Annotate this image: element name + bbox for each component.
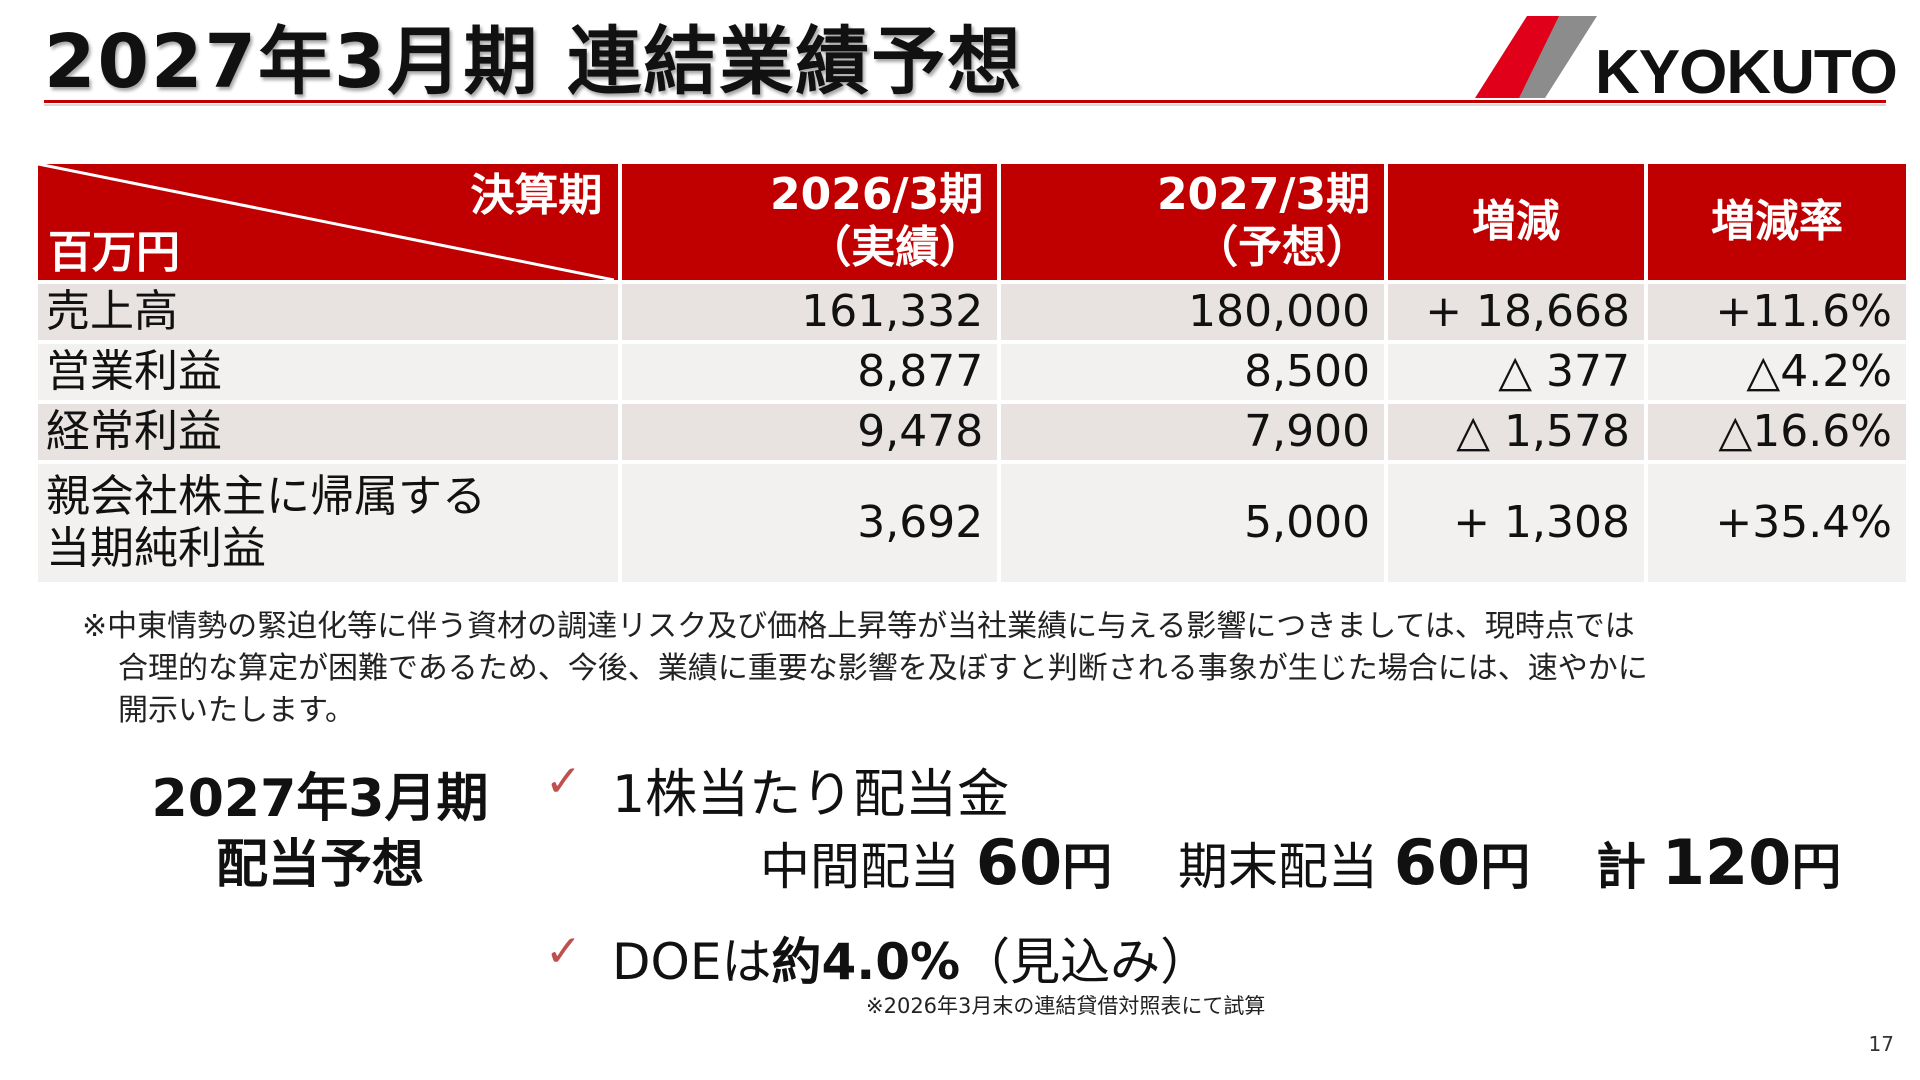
col-2026-line2: （実績） [807, 222, 984, 273]
page-title: 2027年3月期 連結業績予想 [44, 19, 1024, 105]
dividend-breakdown: 中間配当 60円 期末配当 60円 計 120円 [760, 826, 1841, 899]
col-header-change: 増減 [1388, 164, 1645, 280]
forecast-cell: 180,000 [1001, 284, 1385, 340]
fiscal-period-label: 決算期 [470, 170, 603, 221]
corner-header-cell: 決算期 百万円 [38, 164, 619, 280]
rate-cell: +11.6% [1648, 284, 1906, 340]
dividend-per-share-label: 1株当たり配当金 [612, 765, 1010, 825]
note-line2: 合理的な算定が困難であるため、今後、業績に重要な影響を及ぼすと判断される事象が生… [118, 651, 1648, 686]
row-label-line2: 当期純利益 [46, 523, 266, 574]
doe-value: 約4.0% [771, 933, 961, 991]
col-header-2027: 2027/3期 （予想） [1001, 164, 1385, 280]
row-label: 親会社株主に帰属する 当期純利益 [38, 464, 619, 582]
actual-cell: 3,692 [622, 464, 998, 582]
actual-cell: 8,877 [622, 344, 998, 400]
row-label: 売上高 [38, 284, 619, 340]
forecast-cell: 5,000 [1001, 464, 1385, 582]
yen-unit: 円 [1062, 838, 1113, 896]
table-row: 売上高 161,332 180,000 + 18,668 +11.6% [38, 284, 1906, 340]
change-cell: △ 377 [1388, 344, 1645, 400]
kyokuto-logo: KYOKUTO [1475, 12, 1898, 104]
check-icon: ✓ [545, 926, 582, 977]
disclaimer-note: ※中東情勢の緊迫化等に伴う資材の調達リスク及び価格上昇等が当社業績に与える影響に… [82, 606, 1882, 732]
interim-value: 60 [975, 826, 1063, 899]
unit-label: 百万円 [48, 227, 180, 279]
total-value: 120 [1661, 826, 1792, 899]
dividend-title-line2: 配当予想 [215, 835, 424, 895]
yearend-value: 60 [1393, 826, 1481, 899]
doe-prefix: DOEは [612, 933, 772, 991]
doe-footnote: ※2026年3月末の連結貸借対照表にて試算 [866, 994, 1266, 1018]
forecast-cell: 7,900 [1001, 404, 1385, 460]
col-header-rate: 増減率 [1648, 164, 1906, 280]
change-cell: + 1,308 [1388, 464, 1645, 582]
change-cell: △ 1,578 [1388, 404, 1645, 460]
logo-mark-icon [1475, 16, 1597, 98]
page-number: 17 [1868, 1032, 1894, 1056]
yearend-label: 期末配当 [1178, 838, 1378, 896]
col-2027-line2: （予想） [1194, 222, 1371, 273]
interim-label: 中間配当 [760, 838, 960, 896]
table-row: 経常利益 9,478 7,900 △ 1,578 △16.6% [38, 404, 1906, 460]
actual-cell: 9,478 [622, 404, 998, 460]
col-2027-line1: 2027/3期 [1156, 169, 1371, 221]
rate-cell: △4.2% [1648, 344, 1906, 400]
check-icon: ✓ [545, 756, 582, 807]
forecast-table: 決算期 百万円 2026/3期 （実績） 2027/3期 （予想） 増減 増減率… [34, 160, 1910, 586]
yen-unit: 円 [1791, 838, 1842, 896]
total-label: 計 [1596, 838, 1646, 896]
table-row: 営業利益 8,877 8,500 △ 377 △4.2% [38, 344, 1906, 400]
doe-line: DOEは約4.0%（見込み） [612, 922, 1210, 994]
rate-cell: +35.4% [1648, 464, 1906, 582]
dividend-title-line1: 2027年3月期 [151, 769, 489, 829]
logo-text: KYOKUTO [1595, 38, 1898, 107]
table-row: 親会社株主に帰属する 当期純利益 3,692 5,000 + 1,308 +35… [38, 464, 1906, 582]
change-cell: + 18,668 [1388, 284, 1645, 340]
yen-unit: 円 [1480, 838, 1531, 896]
row-label: 営業利益 [38, 344, 619, 400]
note-line1: ※中東情勢の緊迫化等に伴う資材の調達リスク及び価格上昇等が当社業績に与える影響に… [82, 609, 1635, 644]
title-divider-shadow [44, 104, 1886, 106]
table-header-row: 決算期 百万円 2026/3期 （実績） 2027/3期 （予想） 増減 増減率 [38, 164, 1906, 280]
dividend-section-title: 2027年3月期 配当予想 [150, 766, 490, 898]
row-label: 経常利益 [38, 404, 619, 460]
doe-suffix: （見込み） [960, 933, 1211, 991]
diagonal-divider [38, 164, 614, 280]
rate-cell: △16.6% [1648, 404, 1906, 460]
actual-cell: 161,332 [622, 284, 998, 340]
row-label-line1: 親会社株主に帰属する [46, 471, 486, 522]
forecast-cell: 8,500 [1001, 344, 1385, 400]
note-line3: 開示いたします。 [118, 693, 355, 728]
col-2026-line1: 2026/3期 [770, 169, 984, 221]
col-header-2026: 2026/3期 （実績） [622, 164, 998, 280]
title-divider [44, 100, 1886, 103]
